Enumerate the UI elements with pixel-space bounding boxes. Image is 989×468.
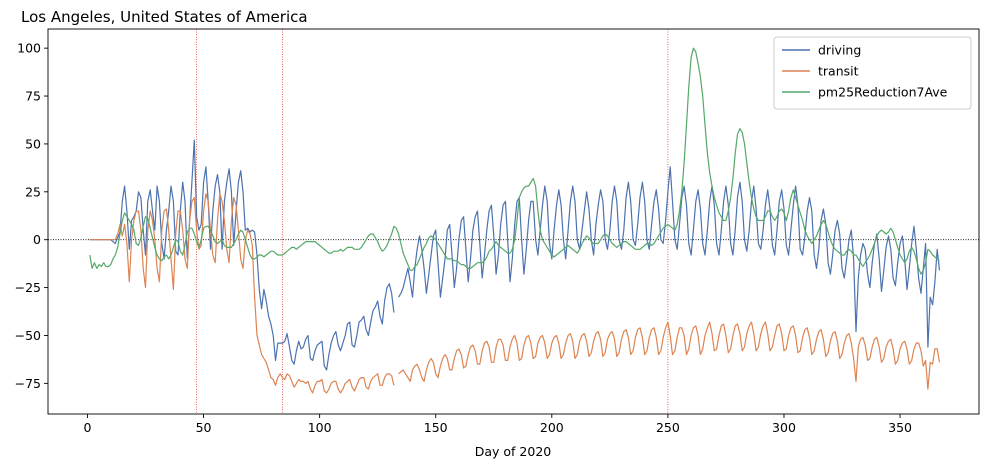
x-tick-label: 150 [424, 420, 448, 435]
y-tick-label: 75 [25, 89, 41, 104]
y-tick-label: −75 [15, 376, 41, 391]
legend-label-pm25Reduction7Ave: pm25Reduction7Ave [818, 85, 948, 100]
legend-label-transit: transit [818, 64, 859, 79]
y-tick-label: 25 [25, 184, 41, 199]
x-tick-label: 100 [308, 420, 332, 435]
y-tick-label: −50 [15, 328, 41, 343]
x-tick-label: 250 [656, 420, 680, 435]
series-line-driving [89, 139, 941, 371]
y-tick-label: −25 [15, 280, 41, 295]
plot-frame [47, 28, 980, 415]
legend-label-driving: driving [818, 43, 861, 58]
legend-box [773, 36, 972, 110]
y-tick-label: 0 [33, 232, 41, 247]
series-line-transit [89, 193, 941, 394]
x-tick-label: 300 [772, 420, 796, 435]
x-tick-label: 0 [83, 420, 91, 435]
x-axis-label: Day of 2020 [475, 444, 552, 459]
x-tick-label: 50 [196, 420, 212, 435]
x-tick-label: 350 [888, 420, 912, 435]
chart-title: Los Angeles, United States of America [21, 8, 308, 26]
plot-area: 0 50 100 150 200 250 300 350 −75 −50 −25 0 25 50 75 100… [15, 28, 980, 435]
x-tick-label: 200 [540, 420, 564, 435]
y-tick-label: 50 [25, 136, 41, 151]
series-line-pm25Reduction7Ave [89, 47, 940, 275]
y-tick-label: 100 [17, 41, 41, 56]
